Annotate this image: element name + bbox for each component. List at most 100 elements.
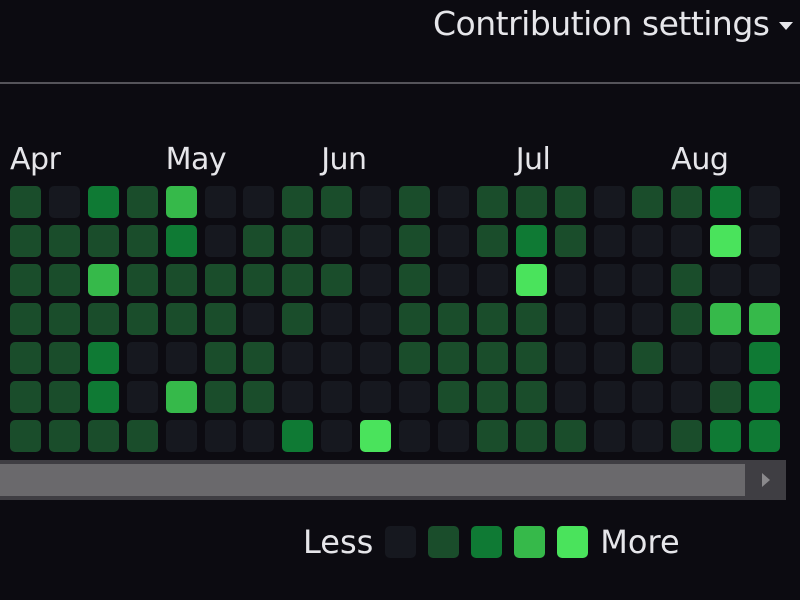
- contribution-day-cell[interactable]: [10, 342, 41, 374]
- contribution-day-cell[interactable]: [87, 186, 119, 218]
- contribution-day-cell[interactable]: [204, 342, 236, 374]
- contribution-day-cell[interactable]: [515, 342, 547, 374]
- contribution-day-cell[interactable]: [204, 225, 236, 257]
- contribution-day-cell[interactable]: [710, 342, 742, 374]
- contribution-day-cell[interactable]: [360, 186, 392, 218]
- contribution-day-cell[interactable]: [165, 342, 197, 374]
- contribution-day-cell[interactable]: [360, 303, 392, 335]
- contribution-day-cell[interactable]: [671, 381, 703, 413]
- contribution-day-cell[interactable]: [243, 186, 275, 218]
- contribution-day-cell[interactable]: [10, 381, 41, 413]
- contribution-day-cell[interactable]: [554, 420, 586, 452]
- contribution-day-cell[interactable]: [360, 264, 392, 296]
- contribution-day-cell[interactable]: [321, 381, 353, 413]
- contribution-day-cell[interactable]: [126, 303, 158, 335]
- contribution-day-cell[interactable]: [632, 264, 664, 296]
- contribution-day-cell[interactable]: [165, 420, 197, 452]
- contribution-day-cell[interactable]: [632, 303, 664, 335]
- contribution-day-cell[interactable]: [10, 186, 41, 218]
- contribution-day-cell[interactable]: [282, 342, 314, 374]
- contribution-day-cell[interactable]: [710, 420, 742, 452]
- contribution-day-cell[interactable]: [399, 381, 430, 413]
- contribution-day-cell[interactable]: [476, 420, 508, 452]
- contribution-day-cell[interactable]: [165, 264, 197, 296]
- contribution-day-cell[interactable]: [749, 303, 781, 335]
- contribution-day-cell[interactable]: [710, 186, 742, 218]
- contribution-day-cell[interactable]: [476, 186, 508, 218]
- contribution-day-cell[interactable]: [399, 303, 430, 335]
- contribution-day-cell[interactable]: [282, 264, 314, 296]
- contribution-day-cell[interactable]: [165, 186, 197, 218]
- contribution-day-cell[interactable]: [554, 303, 586, 335]
- contribution-day-cell[interactable]: [48, 420, 80, 452]
- contribution-day-cell[interactable]: [515, 381, 547, 413]
- contribution-day-cell[interactable]: [515, 186, 547, 218]
- contribution-day-cell[interactable]: [671, 186, 703, 218]
- contribution-day-cell[interactable]: [321, 186, 353, 218]
- contribution-day-cell[interactable]: [282, 381, 314, 413]
- contribution-day-cell[interactable]: [321, 420, 353, 452]
- contribution-day-cell[interactable]: [48, 264, 80, 296]
- contribution-day-cell[interactable]: [10, 420, 41, 452]
- contribution-day-cell[interactable]: [243, 342, 275, 374]
- contribution-day-cell[interactable]: [593, 303, 625, 335]
- contribution-day-cell[interactable]: [554, 342, 586, 374]
- contribution-day-cell[interactable]: [476, 342, 508, 374]
- contribution-day-cell[interactable]: [204, 303, 236, 335]
- contribution-day-cell[interactable]: [204, 264, 236, 296]
- contribution-day-cell[interactable]: [593, 186, 625, 218]
- contribution-day-cell[interactable]: [282, 225, 314, 257]
- contribution-day-cell[interactable]: [749, 420, 781, 452]
- contribution-day-cell[interactable]: [87, 264, 119, 296]
- contribution-day-cell[interactable]: [165, 381, 197, 413]
- contribution-day-cell[interactable]: [243, 420, 275, 452]
- contribution-day-cell[interactable]: [126, 342, 158, 374]
- contribution-day-cell[interactable]: [515, 225, 547, 257]
- contribution-day-cell[interactable]: [554, 264, 586, 296]
- contribution-day-cell[interactable]: [10, 303, 41, 335]
- contribution-day-cell[interactable]: [282, 420, 314, 452]
- contribution-day-cell[interactable]: [476, 381, 508, 413]
- contribution-day-cell[interactable]: [554, 186, 586, 218]
- contribution-day-cell[interactable]: [282, 186, 314, 218]
- contribution-day-cell[interactable]: [515, 420, 547, 452]
- contribution-day-cell[interactable]: [671, 225, 703, 257]
- contribution-day-cell[interactable]: [593, 264, 625, 296]
- contribution-day-cell[interactable]: [437, 303, 469, 335]
- contribution-day-cell[interactable]: [87, 303, 119, 335]
- contribution-day-cell[interactable]: [399, 186, 430, 218]
- scroll-right-arrow-icon[interactable]: [762, 473, 770, 487]
- contribution-day-cell[interactable]: [749, 225, 781, 257]
- contribution-day-cell[interactable]: [593, 225, 625, 257]
- contribution-day-cell[interactable]: [243, 225, 275, 257]
- contribution-day-cell[interactable]: [10, 264, 41, 296]
- contribution-day-cell[interactable]: [360, 381, 392, 413]
- contribution-day-cell[interactable]: [243, 264, 275, 296]
- contribution-day-cell[interactable]: [204, 381, 236, 413]
- contribution-day-cell[interactable]: [437, 342, 469, 374]
- contribution-day-cell[interactable]: [437, 381, 469, 413]
- scrollbar-thumb[interactable]: [0, 464, 745, 496]
- contribution-day-cell[interactable]: [243, 381, 275, 413]
- contribution-day-cell[interactable]: [632, 342, 664, 374]
- contribution-day-cell[interactable]: [515, 264, 547, 296]
- contribution-day-cell[interactable]: [204, 186, 236, 218]
- contribution-day-cell[interactable]: [126, 225, 158, 257]
- contribution-day-cell[interactable]: [321, 303, 353, 335]
- contribution-day-cell[interactable]: [437, 225, 469, 257]
- contribution-day-cell[interactable]: [87, 420, 119, 452]
- contribution-day-cell[interactable]: [399, 342, 430, 374]
- contribution-day-cell[interactable]: [360, 420, 392, 452]
- contribution-day-cell[interactable]: [749, 381, 781, 413]
- contribution-day-cell[interactable]: [10, 225, 41, 257]
- contribution-day-cell[interactable]: [710, 303, 742, 335]
- contribution-day-cell[interactable]: [476, 303, 508, 335]
- contribution-settings-dropdown[interactable]: Contribution settings: [433, 4, 794, 43]
- contribution-day-cell[interactable]: [593, 420, 625, 452]
- contribution-day-cell[interactable]: [360, 342, 392, 374]
- contribution-day-cell[interactable]: [671, 342, 703, 374]
- contribution-day-cell[interactable]: [749, 342, 781, 374]
- contribution-day-cell[interactable]: [593, 381, 625, 413]
- contribution-day-cell[interactable]: [710, 264, 742, 296]
- contribution-day-cell[interactable]: [671, 264, 703, 296]
